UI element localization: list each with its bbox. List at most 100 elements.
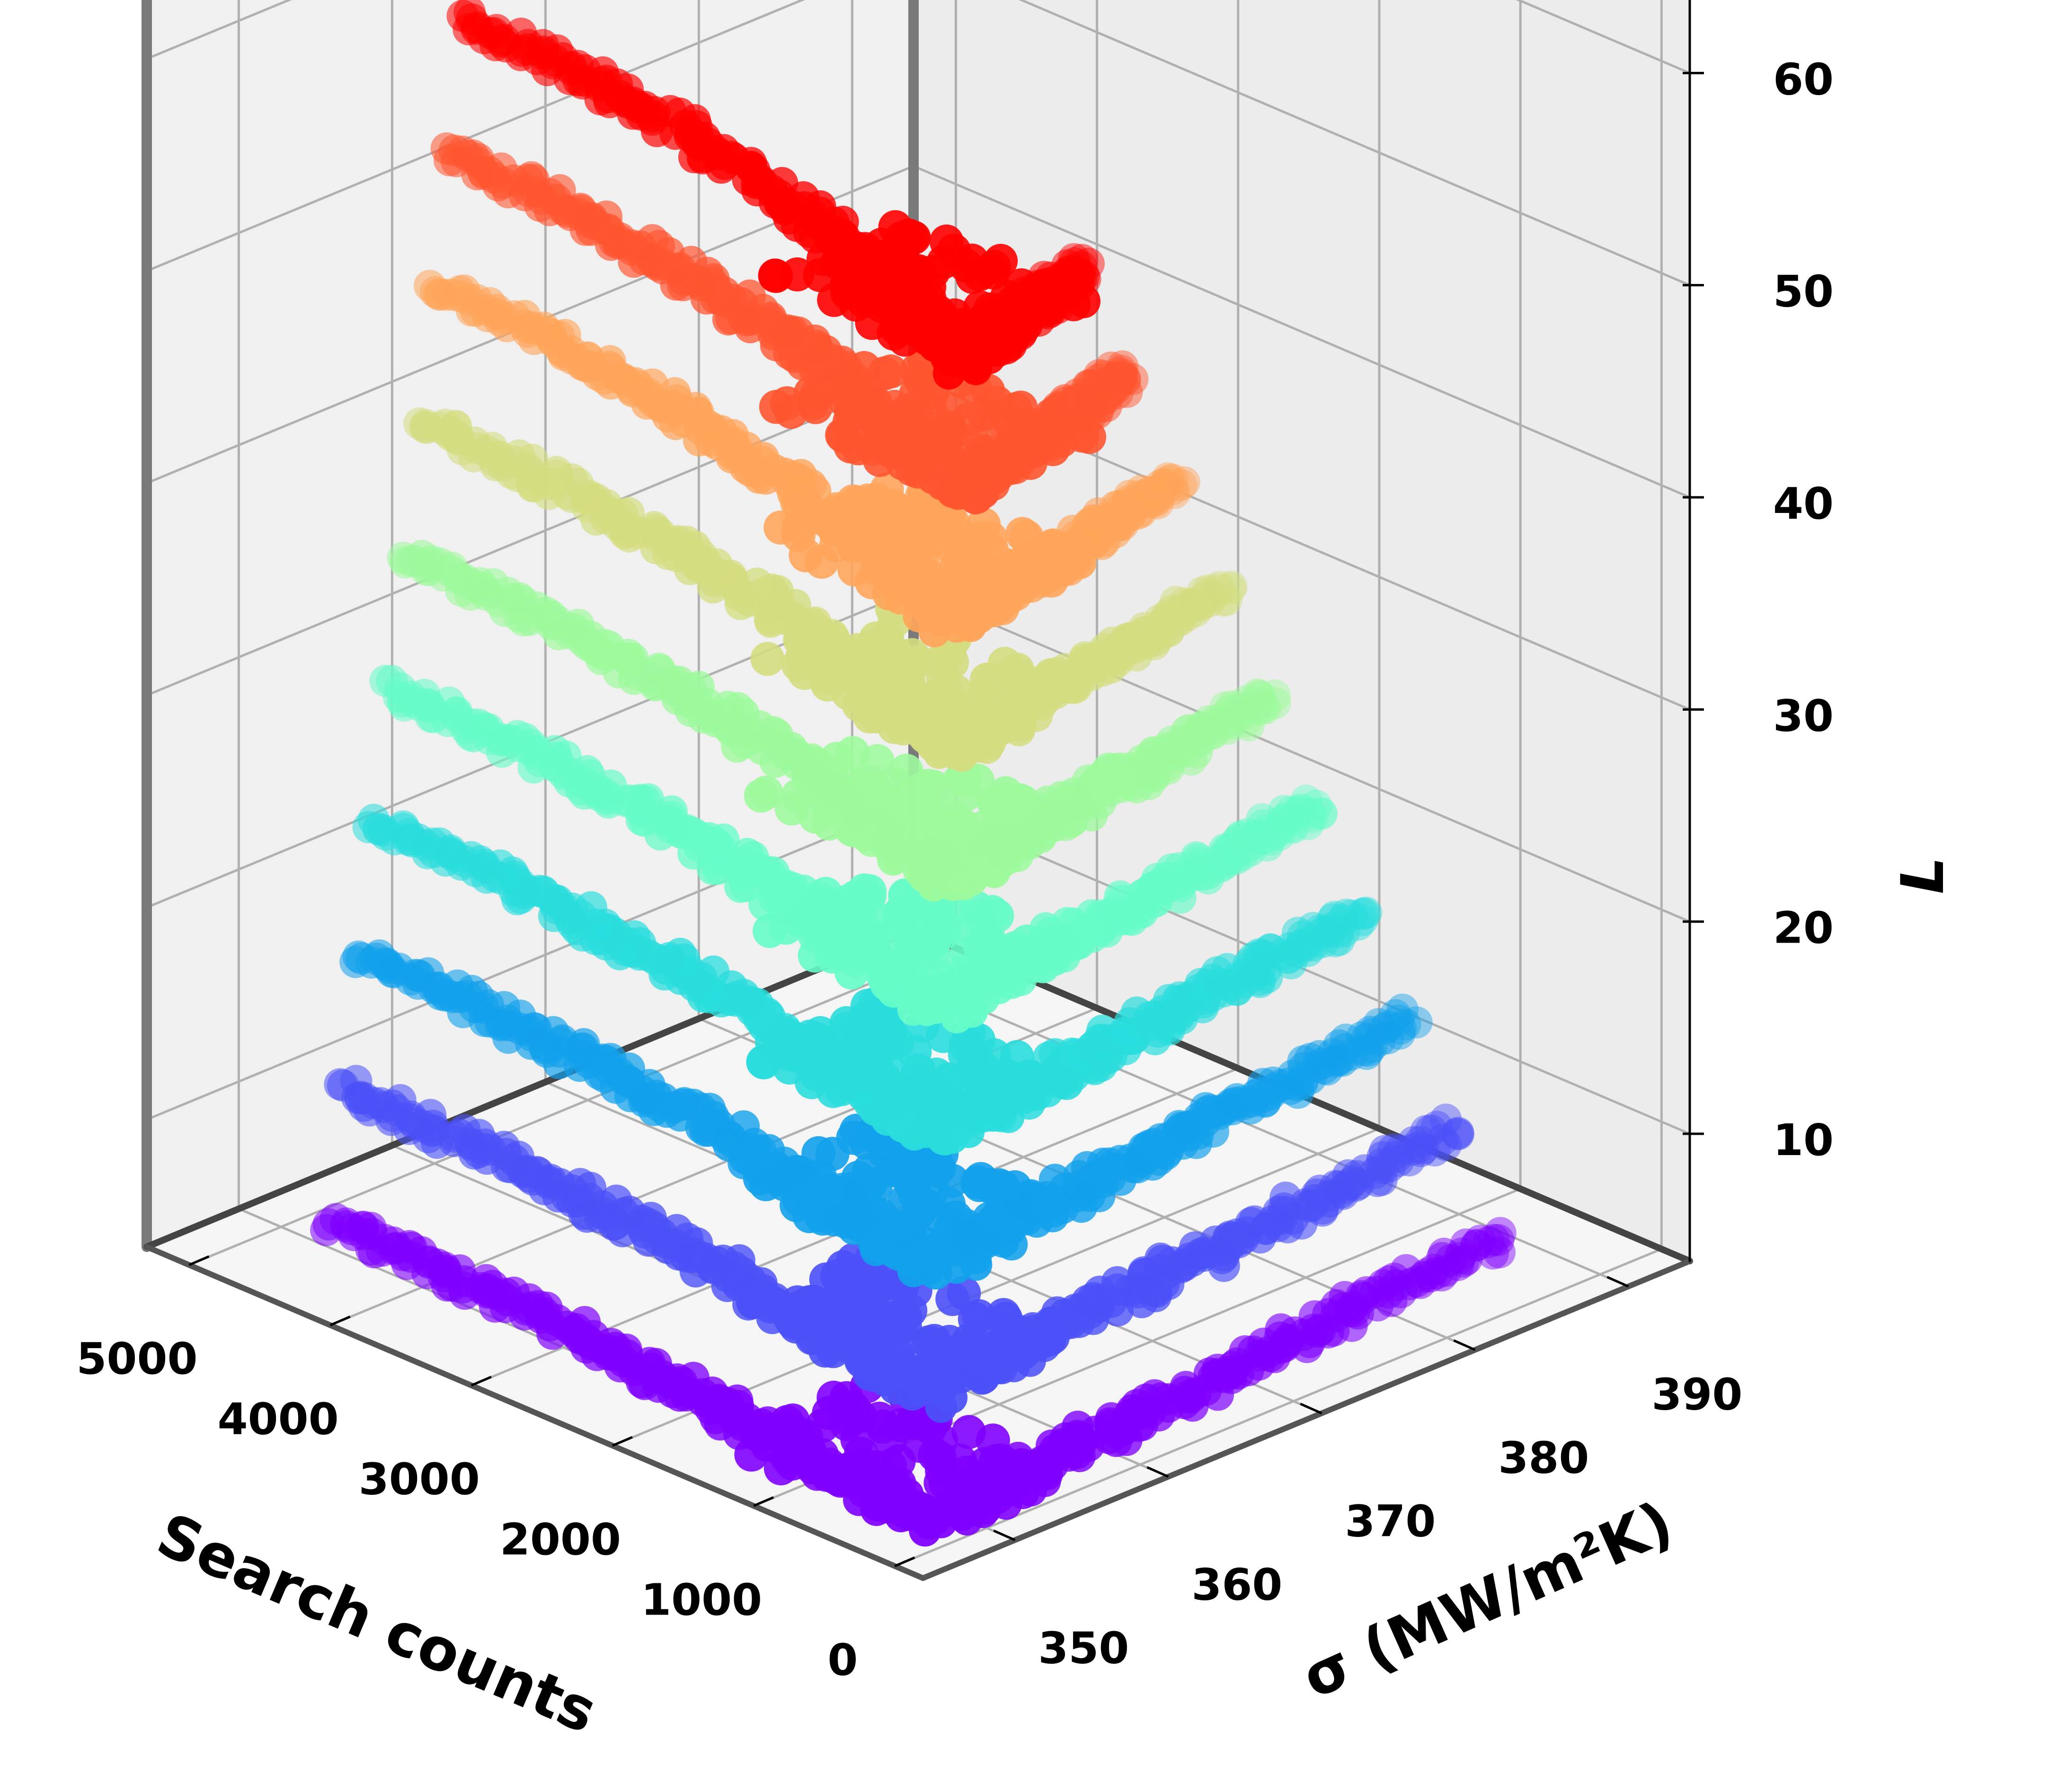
data-point <box>1285 793 1317 825</box>
data-point <box>1049 1066 1084 1100</box>
data-point <box>1259 679 1291 712</box>
data-point <box>1097 369 1129 402</box>
data-point <box>749 776 783 810</box>
data-point <box>1372 1022 1404 1055</box>
data-point <box>1104 363 1137 396</box>
data-point <box>907 1358 941 1393</box>
data-point <box>1193 585 1225 618</box>
data-point <box>889 308 923 343</box>
data-point <box>1404 1125 1437 1158</box>
data-point <box>1397 1126 1430 1158</box>
data-point <box>816 1334 851 1368</box>
data-point <box>878 642 912 676</box>
data-point <box>1319 925 1351 958</box>
x-tick-label: 0 <box>827 1635 858 1686</box>
grid-line-z <box>146 801 914 1121</box>
data-point <box>1415 1114 1447 1147</box>
data-point <box>1233 709 1265 742</box>
data-point <box>1249 692 1282 724</box>
data-point <box>1277 812 1309 844</box>
data-point <box>1106 361 1138 393</box>
data-point <box>1057 243 1090 275</box>
x-tick-label: 2000 <box>500 1514 621 1565</box>
z-tick-label: 50 <box>1773 266 1834 317</box>
data-point <box>1426 1124 1458 1156</box>
data-point <box>881 1086 915 1120</box>
data-point <box>1316 903 1349 936</box>
data-point <box>414 270 446 302</box>
y-tick-mark <box>993 1529 1016 1541</box>
data-point <box>1341 909 1374 941</box>
data-point <box>779 1036 814 1070</box>
data-point <box>1318 900 1351 933</box>
data-point <box>1442 1249 1474 1281</box>
data-point <box>1009 425 1044 460</box>
data-point <box>1032 1319 1067 1353</box>
data-point <box>1036 528 1070 563</box>
data-point <box>805 545 839 579</box>
data-point <box>1153 464 1186 497</box>
data-point <box>949 1028 983 1063</box>
data-point <box>1105 354 1138 387</box>
data-point <box>1243 680 1276 712</box>
data-point <box>1034 563 1069 598</box>
grid-line-z <box>146 0 293 60</box>
grid-line-x <box>894 1248 1662 1567</box>
data-point <box>1039 799 1073 833</box>
data-point <box>1405 1135 1437 1167</box>
data-point <box>842 688 876 722</box>
data-point <box>1095 351 1127 384</box>
data-point <box>1328 915 1360 948</box>
data-point <box>1274 811 1307 843</box>
x-tick-label: 1000 <box>641 1574 762 1625</box>
data-point <box>1244 680 1277 713</box>
data-point <box>1477 1237 1509 1270</box>
data-point <box>963 550 997 585</box>
x-tick-labels: 5000 4000 3000 2000 1000 0 <box>76 1255 915 1686</box>
data-point <box>1352 1034 1384 1067</box>
data-point <box>962 257 997 291</box>
data-point <box>1428 1237 1460 1270</box>
data-point <box>1450 1243 1483 1275</box>
data-point <box>826 419 860 453</box>
data-point <box>1330 899 1362 931</box>
data-point <box>1015 275 1050 309</box>
data-point <box>1099 362 1131 394</box>
data-point <box>917 1324 951 1358</box>
data-point <box>858 1054 892 1088</box>
data-point <box>858 1312 892 1346</box>
data-point <box>1484 1217 1517 1249</box>
series-L-48 <box>414 270 1200 647</box>
data-point <box>1109 363 1142 395</box>
data-point <box>1482 1224 1515 1256</box>
data-point <box>1275 795 1307 828</box>
data-point <box>1483 1236 1516 1269</box>
data-point <box>782 903 817 938</box>
data-point <box>1400 1006 1433 1039</box>
data-point <box>963 929 997 964</box>
data-point <box>1116 363 1149 396</box>
data-point <box>1269 805 1302 838</box>
data-point <box>1460 1229 1493 1262</box>
series-L-54 <box>430 132 1149 515</box>
data-point <box>1192 577 1224 610</box>
data-point <box>1088 360 1120 392</box>
data-point <box>1234 691 1267 724</box>
data-point <box>1314 915 1347 947</box>
data-point <box>947 1276 981 1310</box>
data-point <box>1246 692 1278 725</box>
data-point <box>974 702 1009 737</box>
series-L-18 <box>339 939 1433 1290</box>
data-point <box>1184 589 1216 622</box>
data-point <box>1110 376 1143 408</box>
data-point <box>790 495 825 530</box>
data-point <box>1410 1115 1443 1148</box>
data-point <box>902 1189 936 1224</box>
data-point <box>1386 993 1419 1026</box>
data-point <box>1105 359 1137 392</box>
data-point <box>815 1137 850 1171</box>
data-point <box>998 825 1033 860</box>
z-tick-labels: 10 20 30 40 50 60 <box>1683 54 1834 1165</box>
data-point <box>777 1413 811 1448</box>
data-point <box>1384 1135 1416 1167</box>
